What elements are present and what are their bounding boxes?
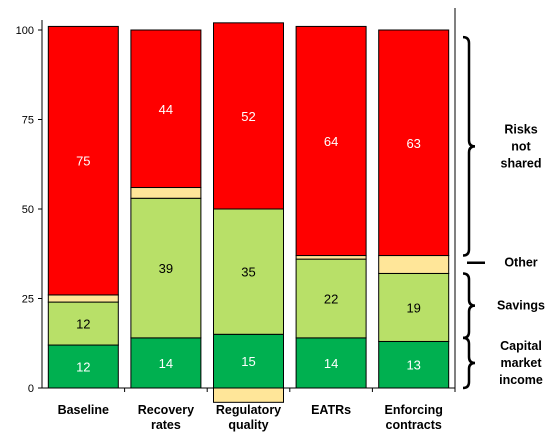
data-label-risks: 64 (324, 134, 338, 149)
bar-segment-savings (213, 208, 284, 335)
brace-label: Other (504, 256, 537, 270)
bar-segment-other (47, 294, 119, 303)
brace-label: market (501, 356, 543, 370)
bar-segment-capital (295, 337, 367, 389)
x-tick-label: Regulatory (216, 403, 281, 417)
x-tick-label: contracts (386, 418, 442, 432)
bar-segment-savings (295, 258, 367, 339)
bar-segment-other (295, 255, 367, 260)
data-label-risks: 52 (241, 109, 255, 124)
data-label-capital: 14 (159, 356, 173, 371)
bar-segment-savings (47, 301, 119, 346)
y-tick-label: 100 (16, 25, 34, 37)
y-tick-label: 25 (22, 294, 34, 306)
brace-mark (462, 336, 476, 390)
brace-mark (462, 35, 476, 257)
bar-segment-other (130, 187, 202, 199)
bar-segment-risks (130, 29, 202, 189)
bar-segment-risks (378, 29, 450, 257)
x-tick-label: Baseline (58, 403, 109, 417)
brace-label: Risks (504, 122, 537, 136)
x-tick-label: Enforcing (385, 403, 443, 417)
x-tick-label: EATRs (311, 403, 351, 417)
bar-segment-other (213, 387, 284, 403)
data-label-savings: 39 (159, 261, 173, 276)
bar-segment-capital (47, 344, 119, 389)
brace-label: shared (501, 156, 542, 170)
data-label-capital: 15 (241, 354, 255, 369)
data-label-savings: 35 (241, 265, 255, 280)
brace-label: income (499, 373, 543, 387)
brace-label: not (511, 139, 531, 153)
bar-segment-capital (130, 337, 202, 389)
brace-mark (462, 272, 476, 340)
data-label-risks: 63 (406, 136, 420, 151)
data-label-savings: 19 (406, 300, 420, 315)
bar-segment-risks (295, 25, 367, 257)
y-tick-label: 75 (22, 115, 34, 127)
x-tick-label: quality (228, 418, 268, 432)
brace-label: Capital (500, 339, 542, 353)
data-label-risks: 75 (76, 154, 90, 169)
data-label-savings: 12 (76, 317, 90, 332)
y-tick-label: 0 (28, 383, 34, 395)
data-label-risks: 44 (159, 102, 173, 117)
bar-segment-other (378, 255, 450, 274)
data-label-capital: 12 (76, 360, 90, 375)
data-label-capital: 13 (406, 358, 420, 373)
x-tick-label: Recovery (138, 403, 194, 417)
bar-segment-risks (47, 25, 119, 296)
data-label-savings: 22 (324, 292, 338, 307)
x-tick-label: rates (151, 418, 181, 432)
y-tick-label: 50 (22, 204, 34, 216)
brace-label: Savings (497, 299, 545, 313)
bar-segment-savings (130, 197, 202, 339)
bar-segment-risks (213, 22, 284, 210)
data-label-capital: 14 (324, 356, 338, 371)
